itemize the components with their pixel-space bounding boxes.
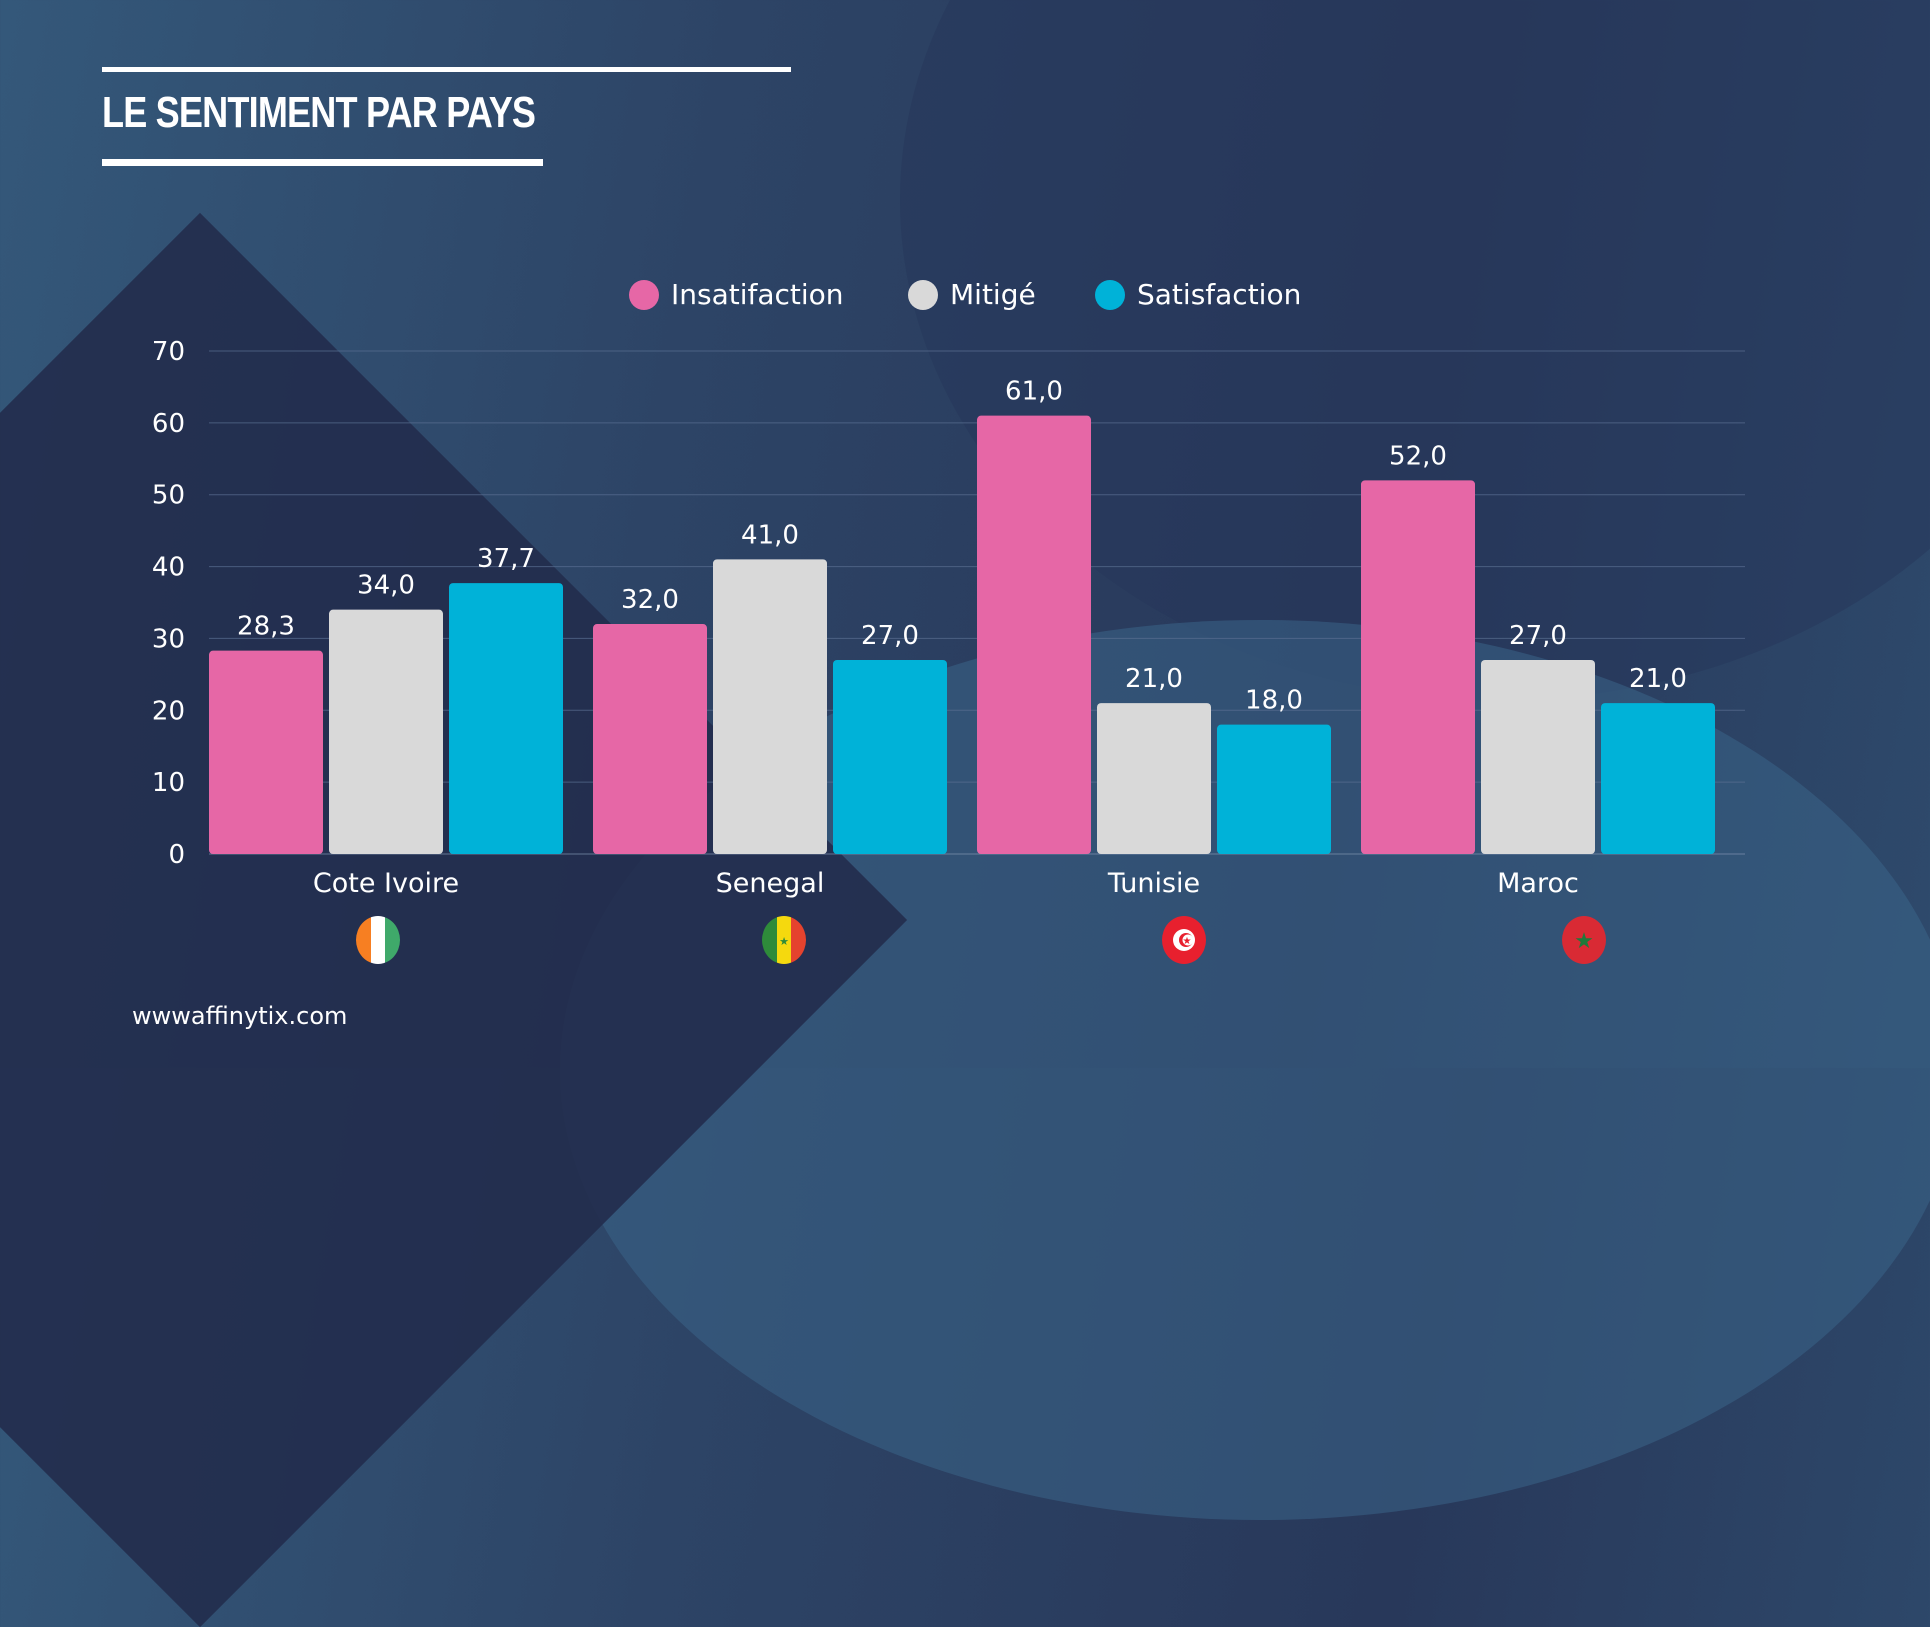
y-tick-label: 50 — [152, 481, 185, 511]
legend-item-insatisfaction: Insatifaction — [629, 278, 844, 311]
bar-insatifaction — [977, 415, 1091, 854]
page-title: LE SENTIMENT PAR PAYS — [102, 88, 536, 137]
y-tick-label: 40 — [152, 553, 185, 583]
bar-mitigé — [1481, 659, 1595, 854]
legend-label: Satisfaction — [1137, 278, 1302, 311]
legend-swatch — [629, 279, 659, 310]
svg-text:★: ★ — [1574, 929, 1594, 954]
legend-item-satisfaction: Satisfaction — [1095, 278, 1301, 311]
website-url: wwwaffinytix.com — [132, 1002, 348, 1030]
bar-satisfaction — [833, 659, 947, 854]
cote-ivoire-flag-icon — [356, 916, 400, 964]
bar-mitigé — [713, 559, 827, 854]
x-tick-label: Maroc — [1497, 868, 1579, 899]
bar-mitigé — [1097, 703, 1211, 854]
y-tick-label: 30 — [152, 624, 185, 654]
bar-satisfaction — [449, 583, 563, 854]
svg-text:★: ★ — [779, 935, 789, 948]
y-tick-label: 0 — [168, 840, 185, 870]
y-tick-label: 60 — [152, 409, 185, 439]
bar-insatifaction — [209, 650, 323, 854]
svg-text:★: ★ — [1183, 936, 1192, 947]
bar-satisfaction — [1217, 724, 1331, 854]
bar-chart: 0 10 20 30 40 50 60 70 28,3 34,0 37,7 Cote Ivoire 32… — [152, 337, 1745, 899]
title-bottom-rule — [102, 159, 543, 166]
tunisia-flag-icon: ★ — [1162, 916, 1206, 964]
data-label: 41,0 — [741, 520, 799, 550]
legend-label: Insatifaction — [671, 278, 844, 311]
data-label: 28,3 — [237, 612, 295, 642]
x-tick-label: Tunisie — [1107, 868, 1200, 899]
legend-swatch — [908, 279, 938, 310]
morocco-flag-icon: ★ — [1562, 916, 1606, 964]
data-label: 21,0 — [1629, 664, 1687, 694]
legend-item-mitige: Mitigé — [908, 278, 1036, 311]
legend-label: Mitigé — [950, 278, 1036, 311]
bar-mitigé — [329, 609, 443, 854]
data-label: 18,0 — [1245, 686, 1303, 716]
data-label: 37,7 — [477, 544, 535, 574]
data-label: 27,0 — [1509, 621, 1567, 651]
y-tick-label: 10 — [152, 768, 185, 798]
x-tick-label: Cote Ivoire — [313, 868, 459, 899]
bar-insatifaction — [1361, 480, 1475, 854]
x-tick-label: Senegal — [716, 868, 825, 899]
bar-insatifaction — [593, 624, 707, 854]
data-label: 61,0 — [1005, 377, 1063, 407]
title-top-rule — [102, 67, 791, 72]
bar-satisfaction — [1601, 703, 1715, 854]
legend-swatch — [1095, 279, 1125, 310]
data-label: 32,0 — [621, 585, 679, 615]
data-label: 52,0 — [1389, 441, 1447, 471]
senegal-flag-icon: ★ — [762, 916, 806, 964]
data-label: 34,0 — [357, 571, 415, 601]
y-tick-label: 20 — [152, 696, 185, 726]
y-tick-label: 70 — [152, 337, 185, 367]
data-label: 21,0 — [1125, 664, 1183, 694]
data-label: 27,0 — [861, 621, 919, 651]
